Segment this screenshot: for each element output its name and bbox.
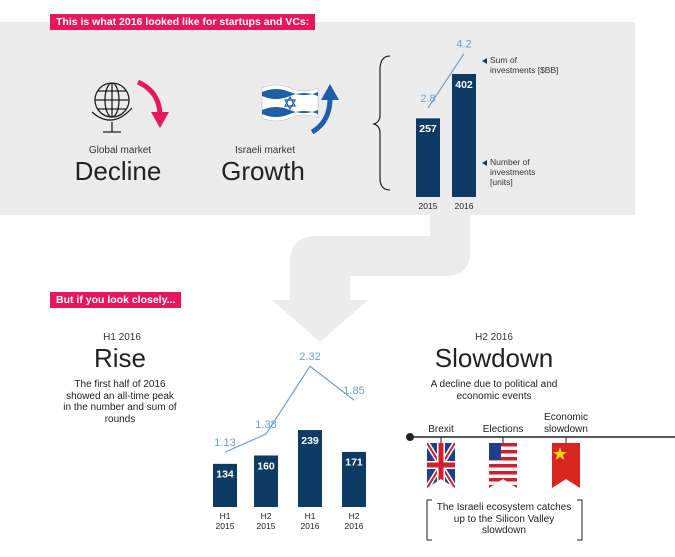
bar	[254, 455, 278, 507]
conclusion: The Israeli ecosystem catches up to the …	[436, 502, 572, 536]
bar	[213, 463, 237, 507]
timeline-dot	[406, 433, 414, 441]
event: Brexit	[428, 424, 454, 435]
legend-entry: Number of investments [units]	[490, 157, 536, 187]
value-label: 4.2	[456, 39, 471, 51]
label: Israeli market	[234, 145, 296, 156]
heading: Decline	[74, 156, 162, 186]
bar-label: 134	[216, 469, 234, 481]
x-tick-label: H1 2016	[300, 511, 320, 531]
description: A decline due to political and economic …	[430, 379, 558, 402]
label: Global market	[88, 145, 152, 156]
x-tick-label: H2 2016	[344, 511, 364, 531]
x-tick-label: 2015	[418, 201, 438, 211]
value-label: 2.8	[420, 93, 435, 105]
israeli-flag	[261, 84, 319, 122]
legend-marker	[482, 58, 487, 64]
description: The first half of 2016 showed an all-tim…	[63, 379, 177, 425]
x-tick-label: H1 2015	[215, 511, 235, 531]
period: H2 2016	[475, 332, 513, 343]
legend-entry: Sum of investments [$BB]	[490, 55, 559, 75]
us-flag	[489, 443, 517, 488]
heading: Rise	[93, 343, 147, 373]
value-label: 1.38	[255, 419, 276, 431]
bar-label: 160	[257, 460, 275, 472]
heading: Growth	[221, 156, 305, 186]
legend-marker	[482, 160, 487, 166]
banner: This is what 2016 looked like for startu…	[50, 14, 316, 31]
bar-label: 257	[419, 123, 437, 135]
bar-label: 171	[345, 457, 363, 469]
banner: But if you look closely...	[50, 292, 182, 309]
bracket-left	[426, 499, 432, 541]
period: H1 2016	[103, 332, 141, 343]
event: Economic slowdown	[544, 412, 588, 435]
bar-label: 239	[301, 435, 319, 447]
globe-icon	[91, 82, 133, 133]
brace	[372, 55, 391, 191]
bar	[416, 118, 440, 197]
value-label: 1.85	[343, 385, 364, 397]
growth-arrow	[310, 84, 339, 135]
value-label: 1.13	[214, 437, 235, 449]
uk-flag	[427, 443, 455, 488]
event: Elections	[482, 424, 524, 435]
decline-arrow	[136, 79, 169, 128]
line	[224, 365, 355, 453]
bar	[342, 451, 366, 507]
china-flag	[552, 443, 580, 488]
x-tick-label: H2 2015	[256, 511, 276, 531]
bar	[452, 73, 476, 197]
line	[427, 53, 465, 109]
x-tick-label: 2016	[454, 201, 474, 211]
bar-label: 402	[455, 79, 473, 91]
heading: Slowdown	[434, 343, 554, 373]
value-label: 2.32	[299, 351, 320, 363]
bracket-right	[577, 499, 583, 541]
bar	[298, 430, 322, 507]
